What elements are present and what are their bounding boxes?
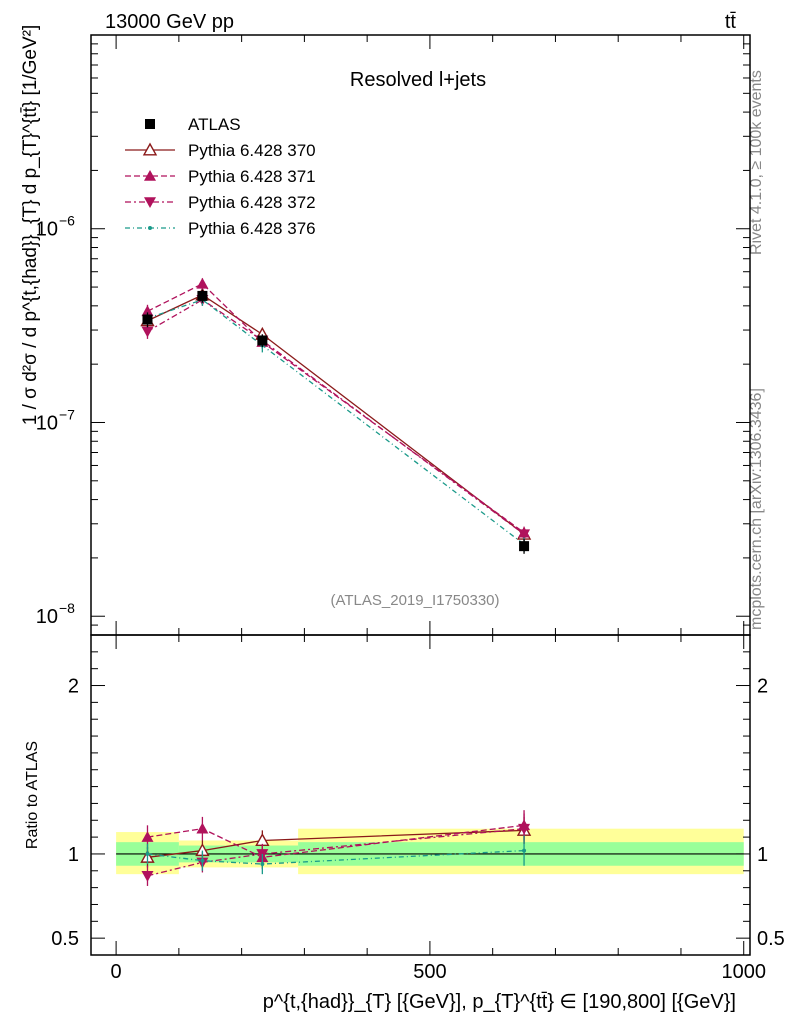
ratio-series-line [147,829,525,858]
legend-label: Pythia 6.428 370 [188,141,316,160]
y-tick-label: 10 [36,412,58,434]
analysis-reference-label: (ATLAS_2019_I1750330) [330,592,499,609]
series-line [147,294,525,535]
main-panel: Resolved l+jets (ATLAS_2019_I1750330) 1 … [20,25,751,955]
y-tick-label: 10 [36,606,58,628]
ratio-marker [141,871,154,882]
ratio-marker [518,823,531,835]
data-point [142,314,153,325]
main-panel-title: Resolved l+jets [350,69,486,91]
legend-marker [144,170,156,181]
series-marker [196,277,209,289]
legend-marker [142,142,158,156]
legend-label: Pythia 6.428 371 [188,167,316,186]
ratio-marker [141,831,154,842]
y-tick-label: 10 [36,219,58,241]
series-line [147,299,525,545]
header-process-label: tt̄ [725,11,737,33]
legend-label: Pythia 6.428 372 [188,193,316,212]
ratio-series-line [147,828,525,877]
ratio-marker [260,862,265,867]
data-point [257,335,268,346]
ratio-marker [200,858,205,863]
ratio-y-tick-label: 1 [68,844,79,866]
ratio-y-axis-title: Ratio to ATLAS [24,741,41,849]
x-axis-title: p^{t,{had}}_{T} [{GeV}], p_{T}^{tt̄} ∈ [… [263,991,736,1013]
legend: ATLAS Pythia 6.428 370 Pythia 6.428 371 Pyt… [125,115,316,238]
x-tick-label: 1000 [721,961,766,983]
legend-marker [145,119,155,129]
ratio-y-tick-label-right: 0.5 [757,928,785,950]
legend-label: ATLAS [188,115,241,134]
ratio-plot-frame [90,634,751,956]
data-point [197,290,208,301]
ratio-y-tick-label: 0.5 [51,928,79,950]
legend-marker [144,197,156,208]
series-marker [141,326,154,338]
ratio-y-tick-label-right: 2 [757,676,768,698]
ratio-marker [196,822,209,834]
rivet-version-label: Rivet 4.1.0, ≥ 100k events [748,70,765,255]
series-marker [518,529,531,541]
ratio-y-tick-label: 2 [68,676,79,698]
ratio-series-line [147,849,525,865]
x-tick-label: 0 [111,961,122,983]
series-line [147,298,525,535]
ratio-marker [145,851,150,856]
legend-label: Pythia 6.428 376 [188,219,316,238]
mcplots-credit-label: mcplots.cern.ch [arXiv:1306.3436] [748,388,765,630]
series-line [147,282,525,534]
series-marker [141,305,154,317]
header-energy-label: 13000 GeV pp [105,11,234,33]
main-y-axis-title: 1 / σ d²σ / d p^{t,{had}}_{T} d p_{T}^{t… [20,25,41,425]
y-tick-exponent: −7 [59,406,75,422]
legend-marker [148,226,152,230]
ratio-panel: Ratio to ATLAS p^{t,{had}}_{T} [{GeV}], … [24,634,785,1013]
y-tick-exponent: −8 [59,600,75,616]
data-point [519,541,530,552]
ratio-y-tick-label-right: 1 [757,844,768,866]
ratio-marker [522,848,527,853]
x-tick-label: 500 [413,961,446,983]
y-tick-exponent: −6 [59,213,75,229]
